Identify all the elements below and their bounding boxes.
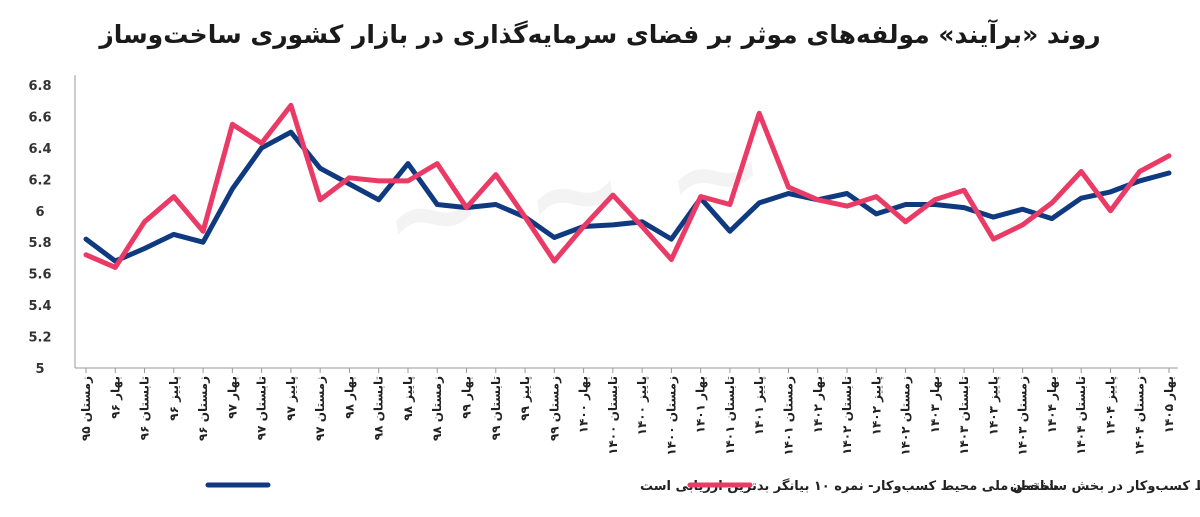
legend-label: شاخص محیط کسب‌وکار در بخش ساختمان bbox=[1010, 479, 1200, 494]
legend: شاخص ملی محیط کسب‌وکار- نمره ۱۰ بیانگر ب… bbox=[205, 478, 1200, 494]
x-tick-label: پاییز ۱۴۰۱ bbox=[752, 376, 766, 435]
x-tick-label: پاییز ۹۶ bbox=[167, 376, 181, 421]
x-tick-label: تابستان ۱۴۰۳ bbox=[957, 376, 971, 455]
y-tick-label: 6.2 bbox=[28, 173, 51, 188]
y-tick-label: 5.4 bbox=[28, 299, 51, 314]
x-tick-label: زمستان ۱۴۰۴ bbox=[1133, 376, 1147, 456]
x-tick-label: تابستان ۹۹ bbox=[489, 376, 503, 440]
y-tick-label: 5 bbox=[35, 362, 44, 377]
x-tick-label: پاییز ۱۴۰۲ bbox=[869, 376, 883, 435]
x-tick-label: زمستان ۱۴۰۱ bbox=[781, 376, 795, 456]
x-tick-label: بهار ۱۴۰۳ bbox=[928, 376, 942, 433]
x-tick-label: بهار ۱۴۰۴ bbox=[1045, 376, 1059, 433]
x-tick-label: زمستان ۹۷ bbox=[313, 376, 327, 441]
x-tick-label: پاییز ۹۷ bbox=[284, 376, 298, 421]
y-tick-label: 5.8 bbox=[28, 236, 51, 251]
svg-text:~ ~ ~: ~ ~ ~ bbox=[374, 99, 775, 290]
x-tick-label: بهار ۱۴۰۲ bbox=[811, 376, 825, 433]
x-tick-label: بهار ۹۸ bbox=[342, 376, 356, 419]
chart-title: روند «برآیند» مولفه‌های موثر بر فضای سرم… bbox=[99, 20, 1101, 49]
y-tick-label: 6 bbox=[35, 205, 44, 220]
x-tick-label: بهار ۹۹ bbox=[460, 376, 474, 419]
series-lines bbox=[83, 102, 1172, 270]
y-tick-label: 6.4 bbox=[28, 142, 51, 157]
x-tick-label: تابستان ۱۴۰۲ bbox=[840, 376, 854, 455]
x-tick-label: پاییز ۹۹ bbox=[518, 376, 532, 421]
x-tick-label: پاییز ۱۴۰۴ bbox=[1103, 376, 1117, 435]
x-tick-label: پاییز ۱۴۰۳ bbox=[986, 376, 1000, 435]
x-tick-label: زمستان ۹۵ bbox=[79, 376, 93, 441]
x-tick-label: زمستان ۹۸ bbox=[430, 376, 444, 441]
x-tick-label: بهار ۹۶ bbox=[108, 376, 122, 419]
x-tick-label: تابستان ۱۴۰۰ bbox=[606, 376, 620, 455]
x-tick-label: زمستان ۹۹ bbox=[547, 376, 561, 441]
x-tick-label: بهار ۱۴۰۱ bbox=[694, 376, 708, 433]
x-tick-label: زمستان ۱۴۰۳ bbox=[1016, 376, 1030, 456]
x-tick-label: بهار ۱۴۰۵ bbox=[1162, 376, 1176, 433]
x-tick-label: زمستان ۱۴۰۲ bbox=[899, 376, 913, 456]
y-tick-label: 6.8 bbox=[28, 79, 51, 94]
x-tick-label: تابستان ۹۷ bbox=[255, 376, 269, 440]
watermark-logo: ~ ~ ~ bbox=[374, 99, 775, 290]
y-tick-label: 6.6 bbox=[28, 110, 51, 125]
x-tick-label: تابستان ۱۴۰۴ bbox=[1074, 376, 1088, 455]
x-axis-ticks: زمستان ۹۵ بهار ۹۶ تابستان ۹۶ پاییز ۹۶ زمستان… bbox=[79, 368, 1176, 456]
legend-label: شاخص ملی محیط کسب‌وکار- نمره ۱۰ بیانگر ب… bbox=[640, 478, 1058, 494]
series-line-construction bbox=[83, 102, 1172, 270]
x-tick-label: بهار ۹۷ bbox=[225, 376, 239, 419]
x-tick-label: بهار ۱۴۰۰ bbox=[577, 376, 591, 433]
y-axis-ticks: 5 5.2 5.4 5.6 5.8 6 6.2 6.4 6.6 6.8 bbox=[28, 79, 51, 377]
x-tick-label: تابستان ۹۸ bbox=[372, 376, 386, 440]
x-tick-label: تابستان ۹۶ bbox=[138, 376, 152, 440]
y-tick-label: 5.6 bbox=[28, 268, 51, 283]
series-line-national bbox=[83, 129, 1172, 264]
x-tick-label: تابستان ۱۴۰۱ bbox=[723, 376, 737, 455]
y-tick-label: 5.2 bbox=[28, 331, 51, 346]
x-tick-label: زمستان ۹۶ bbox=[196, 376, 210, 441]
x-tick-label: پاییز ۹۸ bbox=[401, 376, 415, 421]
axes bbox=[74, 75, 1178, 369]
x-tick-label: پاییز ۱۴۰۰ bbox=[635, 376, 649, 435]
x-tick-label: زمستان ۱۴۰۰ bbox=[664, 376, 678, 456]
